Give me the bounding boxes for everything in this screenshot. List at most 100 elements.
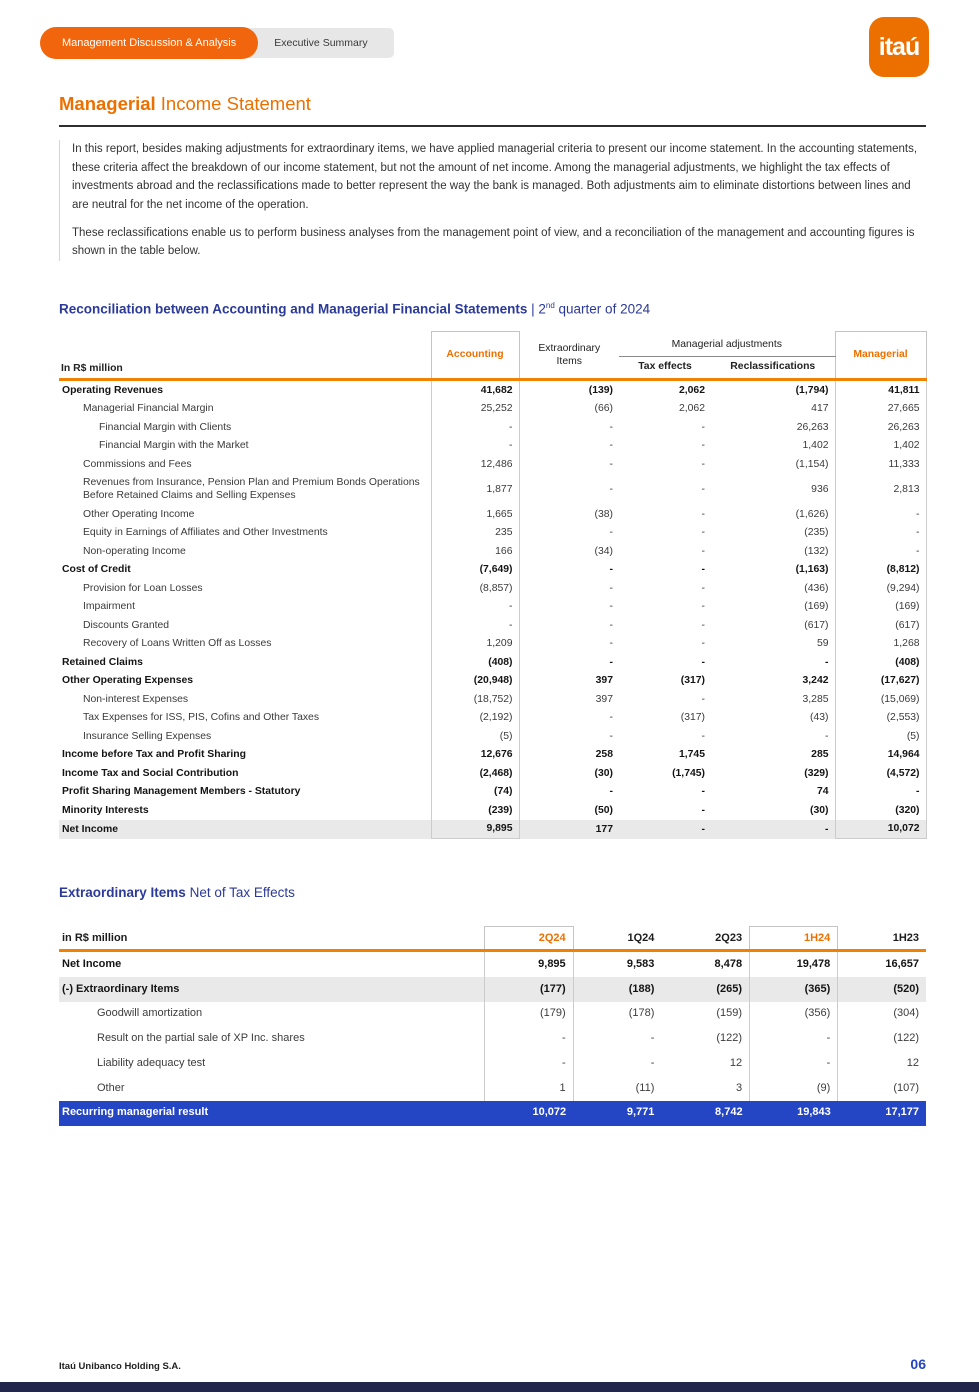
cell-value: 26,263 [834,417,927,437]
cell-value: - [609,601,613,613]
cell-value: - [609,712,613,724]
cell-value: (5) [430,727,520,746]
row-label: Net Income [62,957,122,970]
cell-value: - [650,1032,655,1045]
cell-value: (2,553) [834,708,927,728]
cell-value: 14,964 [834,745,927,765]
table-row: Other Operating Income 1,665 (38) - (1,626) - [59,505,927,524]
cell-value: (17,627) [834,671,927,691]
cell-value: (2,192) [430,708,520,728]
cell-value: 26,263 [796,421,829,433]
cell-value: - [650,1056,655,1069]
cell-value: - [430,436,520,455]
row-label: Provision for Loan Losses [83,582,203,594]
row-label: Recovery of Loans Written Off as Losses [83,638,272,650]
cell-value: 9,771 [573,1100,662,1126]
cell-value: (34) [594,545,613,557]
cell-value: 59 [816,638,829,650]
tab-executive-summary[interactable]: Executive Summary [232,28,394,58]
table-row: Equity in Earnings of Affiliates and Oth… [59,523,927,543]
cell-value: (159) [716,1007,743,1020]
cell-value: 41,682 [430,379,520,400]
row-label: Minority Interests [62,804,149,816]
cell-value: (8,812) [834,560,927,580]
page-footer: Itaú Unibanco Holding S.A. 06 [59,1356,926,1372]
cell-value: - [834,542,927,561]
unit-label: In R$ million [59,331,431,381]
table-row: (-) Extraordinary Items (177) (188) (265) (3… [59,977,926,1002]
cell-value: - [701,545,705,557]
cell-value: - [609,458,613,470]
cell-value: (520) [837,977,926,1002]
cell-value: (2,468) [430,764,520,783]
tab-management-discussion[interactable]: Management Discussion & Analysis [40,27,259,59]
row-label: Recurring managerial result [59,1100,485,1126]
cell-value: - [609,483,613,495]
cell-value: - [430,616,520,635]
cell-value: (50) [594,804,613,816]
cell-value: 2,062 [678,384,705,396]
cell-value: - [701,582,705,594]
cell-value: 19,478 [749,950,839,978]
cell-value: (20,948) [430,671,520,691]
section1-bold: Reconciliation between Accounting and Ma… [59,301,528,317]
cell-value: 12,486 [430,454,520,474]
company-name: Itaú Unibanco Holding S.A. [59,1361,181,1372]
cell-value: 12 [906,1056,919,1069]
row-label: Profit Sharing Management Members - Stat… [62,786,301,798]
cell-value: (9) [749,1076,839,1101]
intro-paragraph-2: These reclassifications enable us to per… [72,226,915,258]
table-row: Revenues from Insurance, Pension Plan an… [59,473,927,506]
cell-value: (265) [661,977,750,1002]
section1-sep: | 2 [527,301,546,317]
cell-value: (5) [834,727,927,746]
cell-value: 177 [519,819,619,839]
cell-value: - [749,1051,839,1077]
extraordinary-items-table: in R$ million 2Q24 1Q24 2Q23 1H24 1H23 N… [59,926,926,1126]
cell-value: 1,402 [834,436,927,455]
column-header-1h23: 1H23 [837,926,926,953]
table-row: Other Operating Expenses (20,948) 397 (317)… [59,671,927,691]
cell-value: - [701,786,705,798]
cell-value: - [484,1026,574,1052]
cell-value: (74) [430,782,520,802]
row-label: Revenues from Insurance, Pension Plan an… [83,477,420,502]
cell-value: - [834,505,927,524]
cell-value: - [701,601,705,613]
cell-value: 9,895 [484,950,574,978]
cell-value: - [701,458,705,470]
row-label: (-) Extraordinary Items [59,977,485,1002]
column-header-managerial: Managerial [834,331,927,381]
cell-value: 1,665 [430,505,520,524]
cell-value: - [609,564,613,576]
row-label: Operating Revenues [62,384,164,396]
row-label: Financial Margin with Clients [99,421,232,433]
cell-value: - [701,804,705,816]
cell-value: 74 [816,786,829,798]
intro-paragraph-1: In this report, besides making adjustmen… [72,143,918,211]
table-row: Goodwill amortization (179) (178) (159) (356… [59,1001,926,1027]
cell-value: 11,333 [834,454,927,474]
cell-value: - [701,527,705,539]
cell-value: (8,857) [430,579,520,598]
intro-text: In this report, besides making adjustmen… [59,140,926,261]
cell-value: - [701,730,705,742]
cell-value: 8,742 [661,1100,750,1126]
cell-value: - [701,440,705,452]
table-row: Income before Tax and Profit Sharing 12,6… [59,745,927,765]
cell-value: 1,402 [802,440,829,452]
cell-value: (122) [893,1032,919,1045]
cell-value: - [609,527,613,539]
cell-value: - [701,656,705,668]
cell-value: (436) [804,582,829,594]
row-label: Financial Margin with the Market [99,440,249,452]
section2-bold: Extraordinary Items [59,885,186,901]
column-header-1h24: 1H24 [749,926,839,953]
column-header-2q23: 2Q23 [661,926,750,953]
table-row: Financial Margin with the Market - - - 1,402… [59,436,927,455]
page-number: 06 [910,1356,926,1372]
cell-value: 2,062 [678,403,705,415]
row-label: Managerial Financial Margin [83,403,214,415]
cell-value: (320) [834,801,927,820]
cell-value: - [834,523,927,543]
